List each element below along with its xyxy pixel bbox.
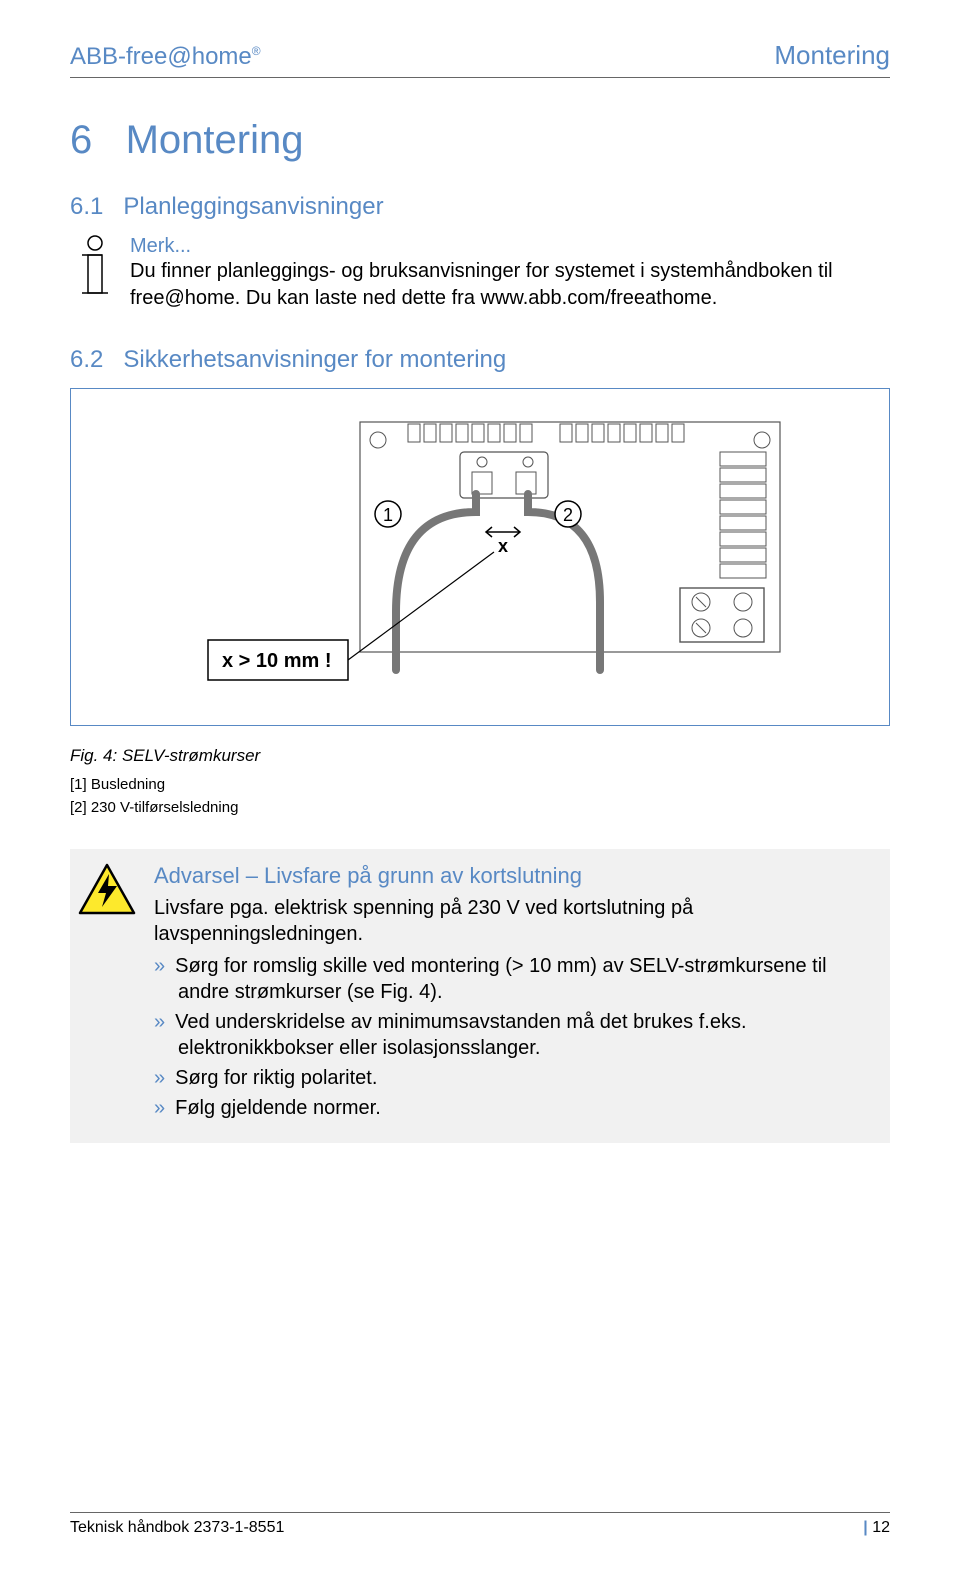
diagram-marker-2: 2 (563, 505, 573, 525)
section-6-2-heading: 6.2 Sikkerhetsanvisninger for montering (70, 346, 890, 374)
warning-item: Følg gjeldende normer. (154, 1095, 874, 1121)
warning-content: Advarsel – Livsfare på grunn av kortslut… (154, 863, 874, 1125)
diagram-note: x > 10 mm ! (222, 650, 332, 672)
warning-item: Ved underskridelse av minimumsavstanden … (154, 1009, 874, 1061)
brand-sup: ® (252, 44, 261, 58)
chapter-heading: 6 Montering (70, 118, 890, 163)
diagram-x-label: x (498, 536, 508, 556)
legend-item-2: [2] 230 V-tilførselsledning (70, 797, 890, 820)
info-text: Merk... Du finner planleggings- og bruks… (130, 235, 890, 312)
warning-icon (78, 863, 136, 1125)
warning-paragraph: Livsfare pga. elektrisk spenning på 230 … (154, 895, 874, 947)
header-section: Montering (774, 40, 890, 71)
warning-block: Advarsel – Livsfare på grunn av kortslut… (70, 849, 890, 1143)
brand: ABB-free@home® (70, 43, 261, 71)
warning-list: Sørg for romslig skille ved montering (>… (154, 953, 874, 1121)
figure-caption: Fig. 4: SELV-strømkurser (70, 746, 890, 766)
warning-item: Sørg for riktig polaritet. (154, 1065, 874, 1091)
chapter-num: 6 (70, 118, 92, 162)
footer-doc-ref: Teknisk håndbok 2373-1-8551 (70, 1519, 284, 1537)
wiring-diagram: x 1 2 x > 10 mm ! (160, 402, 800, 712)
warning-item: Sørg for romslig skille ved montering (>… (154, 953, 874, 1005)
brand-text: ABB-free@home (70, 43, 252, 70)
legend-item-1: [1] Busledning (70, 774, 890, 797)
figure-legend: [1] Busledning [2] 230 V-tilførselsledni… (70, 774, 890, 819)
warning-title: Advarsel – Livsfare på grunn av kortslut… (154, 863, 874, 889)
sec62-title: Sikkerhetsanvisninger for montering (123, 346, 506, 373)
page-footer: Teknisk håndbok 2373-1-8551 12 (70, 1512, 890, 1537)
note-body: Du finner planleggings- og bruksanvisnin… (130, 258, 890, 312)
diagram-marker-1: 1 (383, 505, 393, 525)
footer-page-number: 12 (863, 1519, 890, 1537)
section-6-1-heading: 6.1 Planleggingsanvisninger (70, 193, 890, 221)
chapter-title: Montering (126, 118, 304, 162)
sec61-title: Planleggingsanvisninger (123, 193, 383, 220)
header-rule (70, 77, 890, 78)
info-icon (78, 235, 112, 312)
note-label: Merk... (130, 235, 890, 258)
info-note: Merk... Du finner planleggings- og bruks… (70, 235, 890, 312)
diagram-frame: x 1 2 x > 10 mm ! (70, 388, 890, 726)
footer-rule (70, 1512, 890, 1513)
page-header: ABB-free@home® Montering (70, 40, 890, 77)
sec61-num: 6.1 (70, 193, 103, 220)
sec62-num: 6.2 (70, 346, 103, 373)
